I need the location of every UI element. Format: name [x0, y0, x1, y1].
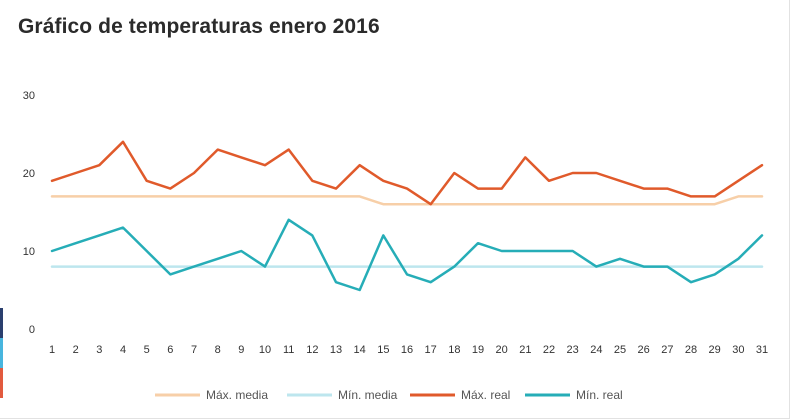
y-tick-label: 20: [23, 168, 35, 180]
y-axis-ticks: 0 10 20 30: [23, 90, 35, 336]
x-tick-label: 29: [709, 344, 721, 356]
edge-marks: [0, 308, 3, 398]
x-tick-label: 18: [448, 344, 460, 356]
x-tick-label: 23: [567, 344, 579, 356]
x-tick-label: 11: [283, 344, 294, 356]
x-tick-label: 27: [661, 344, 673, 356]
x-tick-label: 3: [96, 344, 102, 356]
x-tick-label: 2: [73, 344, 79, 356]
series-line-max-real: [50, 140, 764, 206]
series-lines: [50, 140, 764, 292]
legend-label: Máx. real: [461, 388, 510, 402]
y-tick-label: 30: [23, 90, 35, 102]
x-tick-label: 9: [238, 344, 244, 356]
y-tick-label: 0: [29, 324, 35, 336]
x-tick-label: 7: [191, 344, 197, 356]
x-tick-label: 14: [354, 344, 366, 356]
x-tick-label: 1: [49, 344, 55, 356]
x-tick-label: 13: [330, 344, 342, 356]
x-tick-label: 24: [590, 344, 602, 356]
x-tick-label: 26: [638, 344, 650, 356]
x-tick-label: 22: [543, 344, 555, 356]
legend-item-max-real[interactable]: Máx. real: [410, 388, 510, 402]
x-tick-label: 15: [377, 344, 389, 356]
x-tick-label: 16: [401, 344, 413, 356]
x-tick-label: 31: [756, 344, 768, 356]
series-line-max-media: [50, 195, 764, 206]
legend-label: Mín. real: [576, 388, 623, 402]
chart-title: Gráfico de temperaturas enero 2016: [18, 15, 380, 38]
x-tick-label: 8: [215, 344, 221, 356]
legend-label: Mín. media: [338, 388, 398, 402]
x-tick-label: 10: [259, 344, 271, 356]
x-tick-label: 12: [306, 344, 318, 356]
x-tick-label: 21: [519, 344, 531, 356]
x-tick-label: 5: [144, 344, 150, 356]
x-axis-ticks: 1 2 3 4 5 6 7 8 9 10 11 12 13 14 15 16 17 18 19 20 21 22 23 24 2…: [49, 344, 768, 356]
legend[interactable]: Máx. media Mín. media Máx. real Mín. real: [155, 388, 623, 402]
edge-mark-2: [0, 338, 3, 368]
legend-label: Máx. media: [206, 388, 268, 402]
legend-item-min-real[interactable]: Mín. real: [525, 388, 623, 402]
x-tick-label: 6: [167, 344, 173, 356]
legend-item-min-media[interactable]: Mín. media: [287, 388, 398, 402]
x-tick-label: 4: [120, 344, 126, 356]
edge-mark-3: [0, 368, 3, 398]
x-tick-label: 30: [732, 344, 744, 356]
legend-item-max-media[interactable]: Máx. media: [155, 388, 268, 402]
x-tick-label: 25: [614, 344, 626, 356]
x-tick-label: 28: [685, 344, 697, 356]
y-tick-label: 10: [23, 246, 35, 258]
edge-mark-1: [0, 308, 3, 338]
x-tick-label: 20: [496, 344, 508, 356]
x-tick-label: 17: [425, 344, 437, 356]
x-tick-label: 19: [472, 344, 484, 356]
series-line-min-real: [50, 218, 764, 292]
